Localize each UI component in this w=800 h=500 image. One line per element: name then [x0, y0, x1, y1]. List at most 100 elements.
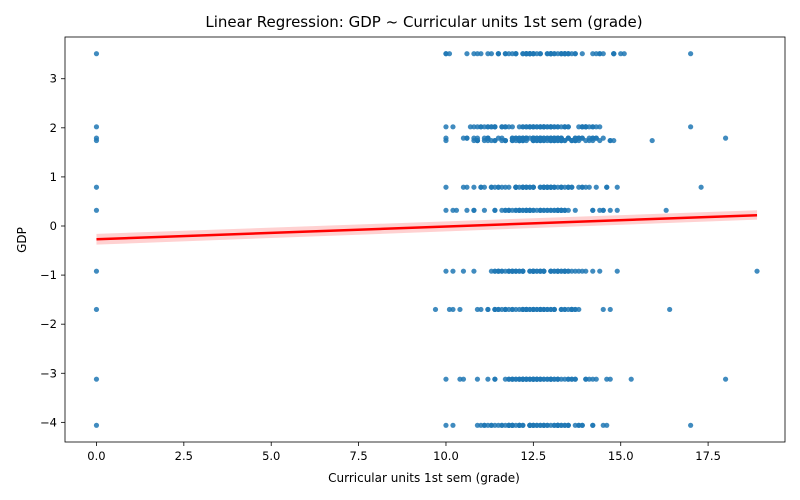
data-point	[534, 207, 540, 213]
data-point	[576, 124, 582, 130]
data-point	[604, 376, 610, 382]
data-point	[530, 268, 536, 274]
data-point	[551, 376, 557, 382]
data-point	[534, 137, 540, 144]
y-axis-label: GDP	[15, 227, 29, 253]
data-point	[488, 124, 495, 130]
data-point	[667, 306, 673, 313]
data-point	[495, 51, 501, 57]
data-point	[600, 207, 606, 213]
data-point	[492, 207, 498, 213]
data-point	[590, 207, 596, 213]
data-point	[562, 51, 568, 57]
data-point	[520, 376, 526, 382]
data-point	[569, 376, 575, 382]
data-point	[523, 207, 529, 213]
y-tick-label: −3	[40, 366, 57, 380]
data-point	[590, 422, 596, 428]
data-point	[698, 184, 704, 190]
data-point	[562, 124, 568, 130]
data-point	[520, 184, 526, 190]
data-point	[443, 51, 449, 57]
data-point	[478, 306, 484, 313]
data-point	[551, 51, 557, 57]
data-point	[548, 137, 554, 144]
data-point	[688, 51, 694, 57]
x-tick-label: 2.5	[175, 449, 193, 463]
data-point	[544, 207, 550, 213]
data-point	[446, 306, 453, 313]
data-point	[93, 376, 100, 382]
chart-title: Linear Regression: GDP ~ Curricular unit…	[205, 13, 642, 31]
data-point	[460, 135, 467, 141]
data-point	[478, 422, 484, 428]
data-point	[607, 306, 613, 313]
y-tick-label: 1	[50, 170, 57, 184]
data-point	[593, 124, 599, 130]
data-point	[460, 268, 467, 274]
data-point	[600, 306, 606, 313]
data-point	[628, 376, 634, 382]
data-point	[509, 422, 515, 428]
data-point	[583, 137, 589, 144]
data-point	[509, 306, 515, 313]
data-point	[516, 137, 522, 144]
plot-frame	[64, 36, 786, 443]
x-axis-label: Curricular units 1st sem (grade)	[328, 471, 520, 485]
data-point	[520, 268, 526, 274]
y-tick-label: 0	[50, 219, 57, 233]
data-point	[558, 306, 564, 313]
data-point	[562, 137, 568, 144]
data-point	[527, 51, 533, 57]
data-point	[569, 306, 575, 313]
data-point	[558, 207, 564, 213]
data-point	[443, 184, 449, 190]
data-point	[474, 137, 481, 144]
data-point	[502, 306, 508, 313]
data-point	[499, 137, 505, 144]
scatter-points	[93, 51, 760, 428]
data-point	[471, 207, 477, 213]
data-point	[450, 422, 456, 428]
data-point	[478, 184, 484, 190]
data-point	[530, 376, 536, 382]
data-point	[583, 268, 589, 274]
y-tick-label: 2	[50, 121, 57, 135]
data-point	[509, 376, 515, 382]
data-point	[590, 376, 596, 382]
data-point	[548, 124, 554, 130]
x-tick-label: 12.5	[521, 449, 547, 463]
data-point	[597, 268, 603, 274]
data-point	[457, 306, 463, 313]
data-point	[565, 422, 571, 428]
data-point	[485, 306, 491, 313]
data-point	[579, 51, 585, 57]
data-point	[541, 268, 547, 274]
data-point	[93, 422, 100, 428]
data-point	[481, 124, 488, 130]
data-point	[492, 376, 498, 382]
data-point	[722, 376, 729, 382]
data-point	[464, 184, 470, 190]
data-point	[481, 207, 488, 213]
data-point	[649, 137, 655, 144]
data-point	[93, 207, 100, 213]
data-point	[555, 184, 561, 190]
data-point	[614, 184, 620, 190]
data-point	[548, 306, 554, 313]
data-point	[93, 184, 100, 190]
data-point	[443, 268, 449, 274]
data-point	[527, 124, 533, 130]
data-point	[450, 207, 456, 213]
data-point	[443, 207, 449, 213]
data-point	[513, 51, 519, 57]
y-tick-label: −4	[40, 415, 57, 429]
data-point	[513, 184, 519, 190]
data-point	[457, 376, 463, 382]
data-point	[754, 268, 760, 274]
data-point	[471, 268, 477, 274]
data-point	[443, 376, 449, 382]
data-point	[544, 422, 550, 428]
data-point	[530, 184, 536, 190]
data-point	[586, 184, 592, 190]
